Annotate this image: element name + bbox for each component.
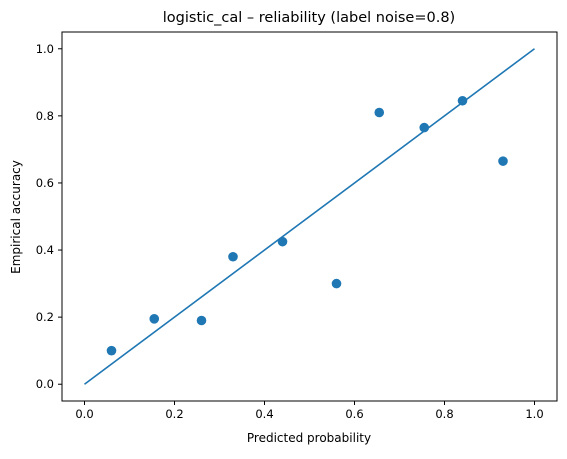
data-point — [196, 315, 207, 326]
y-tick-label: 1.0 — [36, 42, 54, 56]
data-point — [419, 122, 430, 133]
axes-frame — [61, 31, 558, 402]
y-tick-label: 0.6 — [36, 176, 54, 190]
y-tick-label: 0.4 — [36, 243, 54, 257]
x-tick-label: 0.6 — [345, 407, 363, 421]
data-point — [228, 251, 238, 262]
chart-title: logistic_cal – reliability (label noise=… — [163, 10, 455, 26]
plot-area — [61, 31, 558, 402]
x-tick-label: 0.8 — [435, 407, 453, 421]
x-tick-label: 1.0 — [525, 407, 543, 421]
data-point — [149, 314, 160, 324]
data-point — [277, 236, 288, 247]
data-point — [498, 156, 508, 166]
reference-line — [84, 48, 535, 385]
x-tick-label: 0.4 — [255, 407, 273, 421]
data-point — [457, 95, 468, 106]
x-tick-label: 0.2 — [165, 407, 183, 421]
data-point — [331, 278, 342, 289]
x-axis-label: Predicted probability — [247, 431, 371, 445]
y-tick-label: 0.2 — [36, 310, 54, 324]
y-tick-label: 0.8 — [36, 109, 54, 123]
data-point — [106, 345, 117, 356]
y-tick-label: 0.0 — [36, 377, 54, 391]
y-axis-ticks: 0.0 0.2 0.4 0.6 0.8 1.0 — [36, 42, 62, 391]
x-tick-label: 0.0 — [75, 407, 93, 421]
x-axis-ticks: 0.0 0.2 0.4 0.6 0.8 1.0 — [75, 401, 544, 421]
data-point — [374, 107, 385, 118]
y-axis-label: Empirical accuracy — [9, 160, 23, 274]
